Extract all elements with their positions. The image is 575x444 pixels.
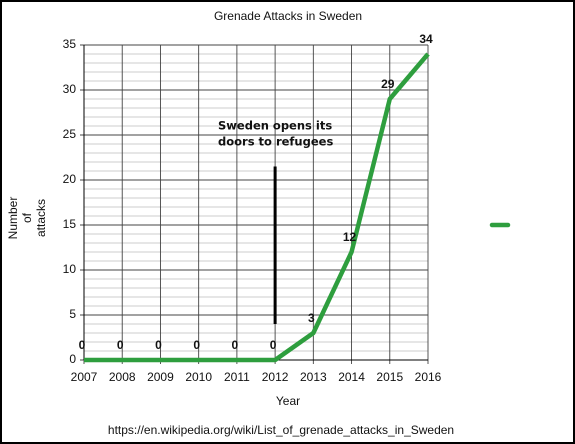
y-tick-label: 35 (63, 37, 77, 51)
value-label: 29 (381, 77, 395, 91)
value-label: 0 (79, 338, 86, 352)
value-label: 0 (232, 338, 239, 352)
chart-title: Grenade Attacks in Sweden (214, 9, 362, 23)
x-tick-label: 2013 (300, 370, 327, 384)
source: https://en.wikipedia.org/wiki/List_of_gr… (108, 423, 454, 437)
value-label: 0 (155, 338, 162, 352)
y-tick-label: 15 (63, 217, 77, 231)
annotation-text: Sweden opens its (218, 119, 332, 133)
y-axis-label: Number (6, 197, 20, 240)
value-label: 12 (343, 230, 357, 244)
x-tick-label: 2010 (185, 370, 212, 384)
y-axis-label: of (20, 212, 34, 223)
y-tick-label: 30 (63, 82, 77, 96)
y-tick-label: 10 (63, 262, 77, 276)
value-label: 3 (308, 311, 315, 325)
x-tick-label: 2008 (109, 370, 136, 384)
x-tick-label: 2016 (415, 370, 442, 384)
annotation-text: doors to refugees (218, 135, 333, 149)
x-tick-label: 2014 (338, 370, 365, 384)
value-label: 0 (117, 338, 124, 352)
value-label: 34 (419, 32, 433, 46)
x-axis-label: Year (276, 394, 300, 408)
value-label: 0 (193, 338, 200, 352)
x-tick-label: 2015 (376, 370, 403, 384)
y-tick-label: 0 (69, 352, 76, 366)
x-tick-label: 2009 (147, 370, 174, 384)
y-tick-label: 25 (63, 127, 77, 141)
x-tick-label: 2012 (262, 370, 289, 384)
value-label: 0 (270, 338, 277, 352)
y-axis-label: attacks (34, 199, 48, 237)
y-tick-label: 5 (69, 307, 76, 321)
x-tick-label: 2007 (71, 370, 98, 384)
x-tick-label: 2011 (224, 370, 250, 384)
line (84, 52, 430, 363)
y-tick-label: 20 (63, 172, 77, 186)
